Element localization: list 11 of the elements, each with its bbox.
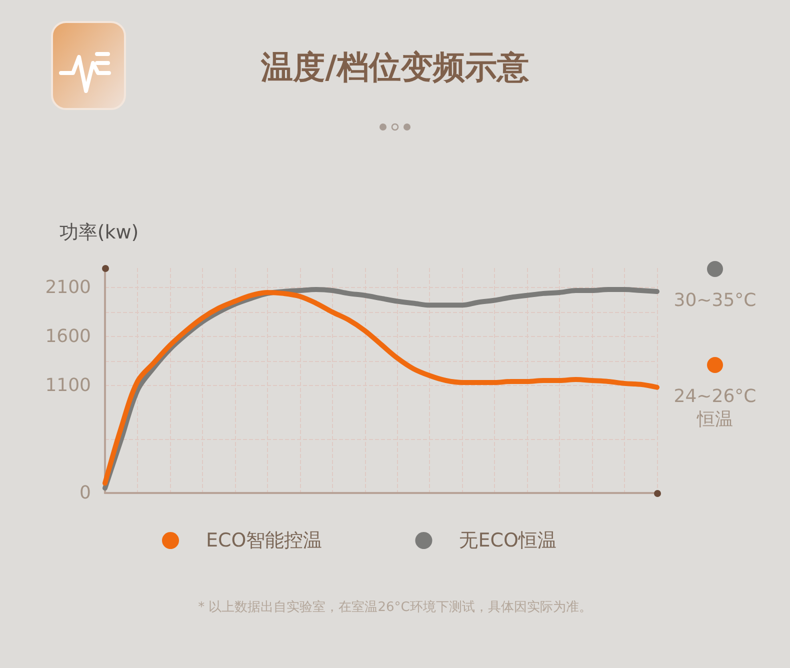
text: * 以上数据出自实验室，在室温26°C环境下测试，具体因实际为准。 <box>197 599 593 616</box>
y-tick-label: 2100 <box>45 277 91 298</box>
text: 30~35°C <box>672 289 758 312</box>
y-tick-label: 1600 <box>45 326 91 347</box>
y-tick-label: 1100 <box>45 374 91 396</box>
chart-title: 温度/档位变频示意 <box>260 48 530 86</box>
y-tick-label: 0 <box>80 482 91 504</box>
legend-label: ECO智能控温 <box>206 530 322 552</box>
y-axis-title: 功率(kw) <box>59 222 139 244</box>
legend-label: 无ECO恒温 <box>459 530 556 552</box>
text: 24~26°C 恒温 <box>672 385 758 432</box>
